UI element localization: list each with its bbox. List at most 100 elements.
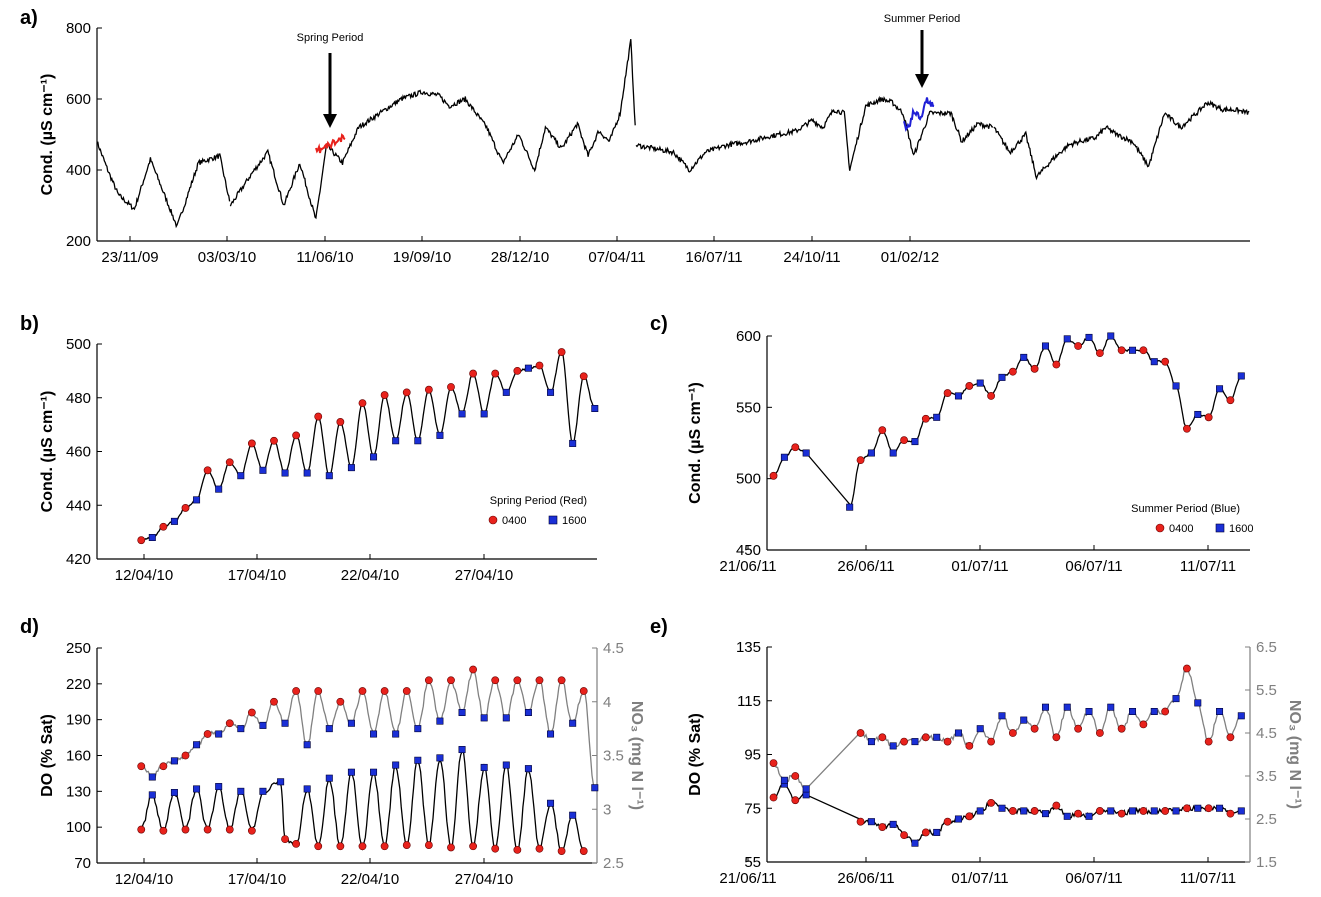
marker-1600: [436, 717, 444, 725]
marker-0400: [292, 687, 301, 695]
marker-0400: [535, 676, 544, 685]
marker-1600: [480, 410, 488, 418]
marker-1600: [502, 761, 510, 769]
marker-0400: [1204, 413, 1213, 422]
marker-1600: [591, 784, 599, 792]
marker-0400: [402, 841, 411, 849]
marker-1600: [998, 373, 1006, 381]
marker-1600: [392, 730, 400, 738]
marker-0400: [469, 369, 478, 378]
marker-1600: [170, 789, 178, 797]
marker-0400: [1204, 804, 1213, 813]
marker-0400: [358, 687, 367, 695]
marker-0400: [1008, 729, 1017, 737]
marker-1600: [414, 756, 422, 764]
marker-1600: [148, 773, 156, 781]
marker-0400: [447, 676, 455, 685]
marker-0400: [1074, 342, 1083, 350]
marker-1600: [933, 413, 941, 421]
marker-1600: [547, 799, 555, 807]
marker-0400: [181, 504, 190, 512]
marker-0400: [1095, 807, 1104, 815]
marker-0400: [1074, 724, 1083, 733]
y-tick-label: 600: [66, 91, 91, 108]
y-tick-label: 500: [66, 336, 91, 353]
marker-1600: [370, 453, 378, 461]
marker-0400: [247, 708, 256, 717]
marker-1600: [1063, 812, 1071, 820]
marker-0400: [921, 828, 930, 837]
y-right-tick-label: 6.5: [1256, 639, 1277, 656]
marker-1600: [259, 787, 267, 795]
marker-0400: [292, 431, 301, 440]
y-tick-label: 440: [66, 497, 91, 514]
marker-1600: [325, 725, 333, 733]
panel-letter: e): [650, 616, 668, 638]
y-right-tick-label: 4: [603, 694, 611, 711]
marker-1600: [370, 768, 378, 776]
marker-0400: [292, 839, 301, 848]
marker-0400: [1226, 396, 1235, 405]
panel-a: a) 200 400 600 800 23/11/09 03/03/10 11/06/10 19…: [20, 7, 1250, 266]
panel-b: b) 420 440 460 480 500 12/04/10 17/04/10 22/04/1…: [20, 313, 599, 584]
series-trace: [140, 352, 596, 542]
marker-0400: [791, 443, 800, 452]
marker-1600: [846, 503, 854, 511]
marker-1600: [303, 785, 311, 793]
marker-0400: [1052, 360, 1061, 369]
marker-1600: [436, 754, 444, 762]
marker-1600: [480, 714, 488, 722]
panel-c: c) 450 500 550 600 21/06/11 26/06/11 01/07/11 06…: [650, 313, 1253, 575]
marker-1600: [1150, 807, 1158, 815]
marker-0400: [921, 733, 930, 742]
spring-arrow-head: [323, 114, 337, 128]
marker-1600: [347, 768, 355, 776]
marker-0400: [943, 389, 952, 397]
marker-0400: [987, 798, 995, 807]
marker-0400: [1139, 346, 1148, 355]
marker-1600: [802, 449, 810, 457]
y-tick-label: 460: [66, 444, 91, 461]
marker-1600: [1237, 372, 1245, 380]
marker-0400: [1139, 807, 1148, 815]
marker-0400: [447, 383, 455, 391]
marker-0400: [336, 418, 345, 426]
marker-0400: [1117, 724, 1126, 733]
y-axis-label: DO (% Sat): [39, 714, 56, 797]
marker-0400: [1139, 720, 1148, 729]
x-tick-label: 22/04/10: [341, 567, 399, 584]
marker-0400: [1183, 424, 1191, 433]
marker-0400: [557, 676, 566, 685]
marker-0400: [358, 842, 367, 851]
marker-0400: [791, 796, 800, 805]
legend-marker-0400: [488, 515, 498, 525]
marker-0400: [159, 762, 168, 771]
marker-0400: [769, 471, 778, 480]
marker-0400: [181, 751, 190, 760]
marker-1600: [954, 729, 962, 737]
marker-0400: [159, 826, 168, 835]
marker-0400: [225, 719, 234, 728]
marker-1600: [1085, 333, 1093, 341]
marker-1600: [1129, 807, 1137, 815]
marker-0400: [987, 392, 995, 400]
marker-1600: [1063, 703, 1071, 711]
y-axis-label: Cond. (µS cm⁻¹): [687, 382, 704, 504]
marker-0400: [856, 729, 865, 737]
y-right-tick-label: 4.5: [603, 640, 624, 657]
marker-1600: [325, 774, 333, 782]
series-trace: [140, 749, 585, 853]
y-right-tick-label: 5.5: [1256, 682, 1277, 699]
marker-1600: [547, 730, 555, 738]
marker-0400: [336, 842, 345, 851]
marker-0400: [469, 842, 478, 851]
panel-letter: d): [20, 616, 39, 638]
marker-1600: [170, 517, 178, 525]
y-right-tick-label: 2.5: [1256, 811, 1277, 828]
marker-1600: [303, 741, 311, 749]
marker-1600: [998, 804, 1006, 812]
marker-0400: [225, 458, 234, 467]
marker-1600: [889, 449, 897, 457]
x-tick-label: 17/04/10: [228, 567, 286, 584]
y-right-tick-label: 4.5: [1256, 725, 1277, 742]
